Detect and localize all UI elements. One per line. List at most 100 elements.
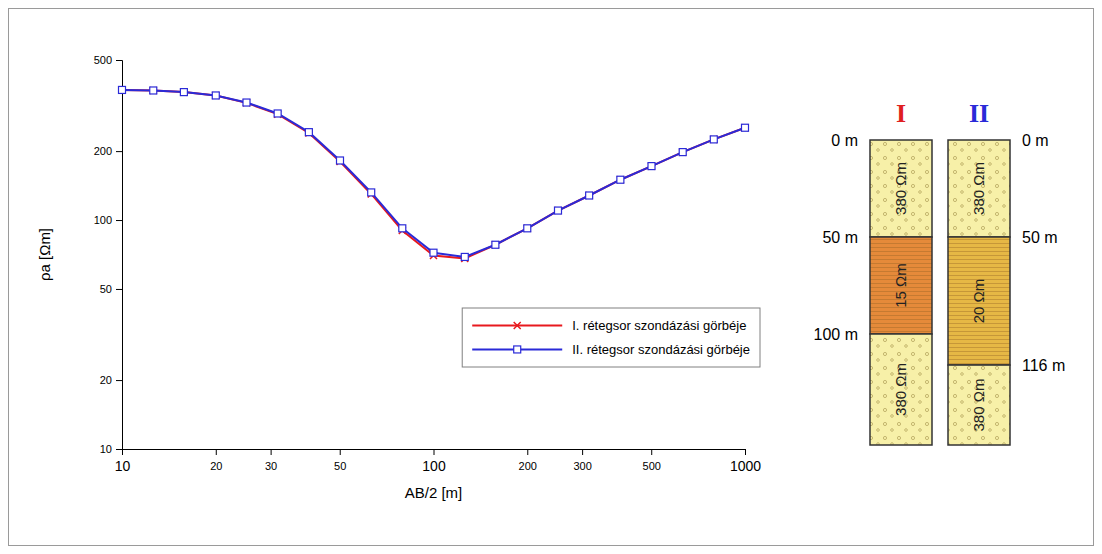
canvas: 102030501002003005001000102050100200500A…: [0, 0, 1102, 554]
marker-shape: [180, 89, 187, 96]
marker-shape: [554, 207, 561, 214]
marker-shape: [492, 241, 499, 248]
y-tick: 10: [100, 443, 122, 455]
marker-shape: [554, 207, 561, 214]
y-tick: 50: [100, 283, 122, 295]
series-line: [122, 90, 745, 257]
marker-shape: [119, 86, 126, 93]
marker-shape: [461, 253, 468, 260]
layer: [948, 365, 1010, 445]
y-tick-label: 50: [100, 283, 112, 295]
x-tick-label: 100: [422, 458, 446, 474]
marker: [119, 86, 126, 93]
marker: [305, 129, 312, 136]
legend-marker: [514, 322, 521, 329]
layer: [870, 237, 932, 334]
x-tick: 100: [422, 449, 446, 474]
marker-shape: [243, 99, 250, 106]
legend-item: II. rétegsor szondázási görbéje: [472, 342, 750, 357]
layer: [870, 334, 932, 445]
y-tick: 100: [94, 214, 122, 226]
marker: [679, 149, 686, 156]
marker-shape: [586, 192, 593, 199]
marker-shape: [742, 124, 749, 131]
x-tick: 30: [265, 449, 277, 472]
y-axis: 10 20 50 100 200 500: [94, 54, 123, 455]
series-line: [122, 90, 745, 258]
y-tick-label: 10: [100, 443, 112, 455]
marker: [305, 129, 312, 136]
marker: [243, 99, 250, 106]
marker-shape: [648, 163, 655, 170]
column-title: II: [969, 99, 989, 128]
x-tick: 300: [573, 449, 591, 472]
x-tick-mark: [340, 449, 341, 455]
legend-label: I. rétegsor szondázási görbéje: [572, 318, 746, 333]
plot-area: [119, 86, 749, 261]
marker: [742, 124, 749, 131]
depth-label: 50 m: [1022, 229, 1058, 246]
x-tick-label: 30: [265, 460, 277, 472]
layer-label: 380 Ωm: [892, 162, 909, 215]
legend-item: I. rétegsor szondázási görbéje: [472, 318, 746, 333]
x-tick-mark: [216, 449, 217, 455]
legend-label: II. rétegsor szondázási görbéje: [572, 342, 750, 357]
depth-label: 0 m: [1022, 132, 1049, 149]
marker-shape: [524, 225, 531, 232]
marker: [180, 89, 187, 96]
marker: [180, 89, 187, 96]
marker: [119, 86, 126, 93]
marker: [368, 189, 375, 196]
marker: [586, 192, 593, 199]
marker-shape: [305, 129, 312, 136]
marker: [524, 225, 531, 232]
x-tick-label: 1000: [730, 458, 761, 474]
x-tick: 20: [210, 449, 222, 472]
marker: [648, 163, 655, 170]
x-tick-mark: [271, 449, 272, 455]
marker: [617, 176, 624, 183]
marker-shape: [586, 192, 593, 199]
marker: [212, 92, 219, 99]
x-tick: 1000: [730, 449, 761, 474]
depth-label: 116 m: [1022, 357, 1065, 374]
layer-label: 20 Ωm: [970, 279, 987, 324]
marker-shape: [212, 92, 219, 99]
y-tick-mark: [116, 151, 122, 152]
depth-label: 50 m: [822, 229, 858, 246]
marker-shape: [243, 99, 250, 106]
y-tick-label: 200: [94, 145, 112, 157]
marker: [648, 163, 655, 170]
y-tick-label: 100: [94, 214, 112, 226]
marker-shape: [336, 157, 343, 164]
layer-label: 15 Ωm: [892, 263, 909, 308]
marker: [586, 192, 593, 199]
legend-marker: [514, 346, 521, 353]
y-tick-mark: [116, 60, 122, 61]
x-tick: 500: [643, 449, 661, 472]
x-tick: 10: [115, 449, 131, 474]
marker-shape: [150, 87, 157, 94]
y-tick-label: 500: [94, 54, 112, 66]
x-tick-label: 10: [115, 458, 131, 474]
marker-shape: [212, 92, 219, 99]
x-tick-mark: [582, 449, 583, 455]
y-tick-mark: [116, 220, 122, 221]
y-tick: 500: [94, 54, 122, 66]
marker: [274, 111, 281, 118]
y-tick-mark: [116, 289, 122, 290]
marker: [150, 87, 157, 94]
marker-shape: [679, 149, 686, 156]
marker-shape: [617, 176, 624, 183]
marker: [492, 241, 499, 248]
marker-shape: [274, 110, 281, 117]
marker: [399, 225, 406, 232]
marker: [710, 136, 717, 143]
marker-shape: [617, 176, 624, 183]
marker: [430, 249, 437, 256]
layer-column: II380 Ωm20 Ωm380 Ωm0 m50 m116 m: [948, 99, 1065, 445]
layer: [948, 140, 1010, 237]
y-tick-mark: [116, 380, 122, 381]
marker: [742, 124, 749, 131]
y-tick: 20: [100, 374, 122, 386]
